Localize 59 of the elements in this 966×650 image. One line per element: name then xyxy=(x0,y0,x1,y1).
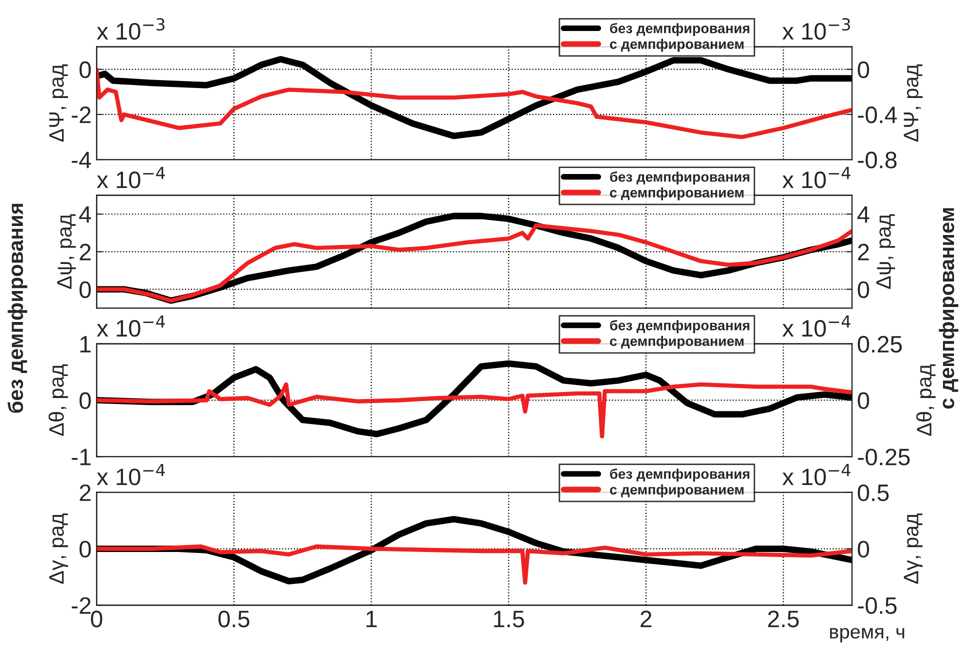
text: x 10$^{−4}$ xyxy=(782,166,850,188)
x-tick-label: 0.5 xyxy=(218,610,250,628)
y2-axis-title: ΔΨ, рад xyxy=(904,64,923,142)
y2-tick-label: 4 xyxy=(857,206,870,223)
x-tick-label: 2.5 xyxy=(768,610,799,628)
y2-axis-title: Δψ, рад xyxy=(876,214,895,289)
y2-tick-label: -0.5 xyxy=(858,597,897,614)
y-tick-label: 4 xyxy=(79,206,92,223)
legend-label: с демпфированием xyxy=(610,484,744,498)
y2-tick-label: 0 xyxy=(858,281,870,298)
y-axis-title: ΔΨ, рад xyxy=(49,64,68,142)
y-tick-label: 0 xyxy=(80,281,91,298)
legend-label: без демпфирования xyxy=(610,22,750,36)
legend-label: без демпфирования xyxy=(610,468,750,482)
legend-label: с демпфированием xyxy=(610,336,744,349)
y2-tick-label: -0.8 xyxy=(858,152,897,168)
text: без демпфирования xyxy=(8,204,28,413)
text: x 10$^{−4}$ xyxy=(782,464,850,486)
legend-label: с демпфированием xyxy=(610,187,744,200)
legend-label: без демпфирования xyxy=(610,320,750,334)
y-tick-label: 2 xyxy=(80,244,91,260)
y2-tick-label: 0.25 xyxy=(858,336,902,353)
legend-label: без демпфирования xyxy=(610,171,750,185)
text: x 10$^{−3}$ xyxy=(96,18,164,40)
x-axis-title: время, ч xyxy=(830,628,904,642)
text: x 10$^{−4}$ xyxy=(782,315,850,337)
y-tick-label: 1 xyxy=(80,336,91,352)
line-series xyxy=(96,544,852,585)
y-axis-title: Δψ, рад xyxy=(57,214,76,289)
y2-tick-label: 0.5 xyxy=(858,484,889,502)
y-tick-label: -2 xyxy=(72,106,91,124)
text: x 10$^{−4}$ xyxy=(96,315,165,337)
text: x 10$^{−4}$ xyxy=(96,166,165,188)
y2-tick-label: 2 xyxy=(858,244,869,260)
x-tick-label: 2 xyxy=(640,610,652,628)
y2-tick-label: 0 xyxy=(858,540,870,558)
text: x 10$^{−3}$ xyxy=(782,18,850,40)
y-tick-label: 0 xyxy=(80,392,91,410)
y-tick-label: 2 xyxy=(80,484,91,501)
y-tick-label: -2 xyxy=(72,597,91,614)
x-tick-label: 1.5 xyxy=(494,610,524,628)
y2-axis-title: Δθ, рад xyxy=(916,364,936,436)
y-tick-label: -4 xyxy=(72,152,92,168)
y-tick-label: -1 xyxy=(72,448,91,466)
legend-label: с демпфированием xyxy=(610,38,744,52)
text: x 10$^{−4}$ xyxy=(96,464,165,486)
y2-tick-label: -0.4 xyxy=(858,106,897,124)
y2-tick-label: -0.25 xyxy=(858,448,910,466)
y-tick-label: 0 xyxy=(80,540,91,558)
x-tick-label: 0 xyxy=(90,610,102,628)
y-axis-title: Δθ, рад xyxy=(48,364,68,436)
y-tick-label: 0 xyxy=(80,61,91,78)
x-tick-label: 1 xyxy=(366,610,377,628)
y2-tick-label: 0 xyxy=(858,61,870,78)
y-axis-title: Δγ, рад xyxy=(49,513,68,584)
text: с демпфированием xyxy=(938,208,958,409)
y2-axis-title: Δγ, рад xyxy=(904,513,923,584)
line-series xyxy=(96,382,852,438)
y2-tick-label: 0 xyxy=(858,392,870,410)
